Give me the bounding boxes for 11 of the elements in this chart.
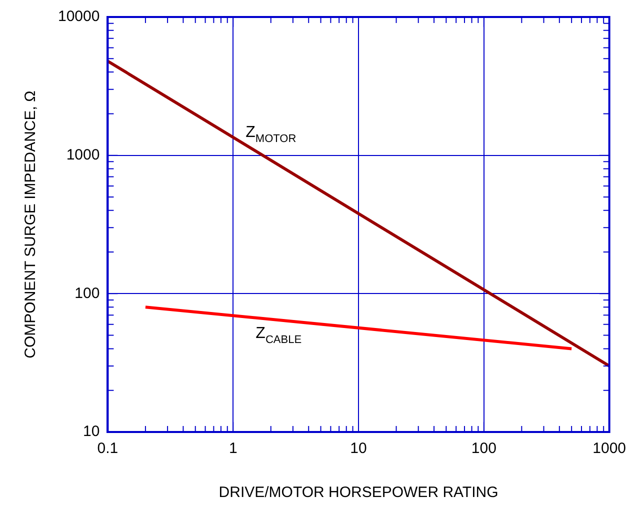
y-tick-label: 10 bbox=[83, 423, 100, 440]
x-tick-label: 10 bbox=[350, 440, 367, 458]
y-axis-title: COMPONENT SURGE IMPEDANCE, Ω bbox=[22, 90, 40, 358]
y-tick-label: 100 bbox=[74, 284, 100, 302]
x-tick-label: 100 bbox=[471, 440, 496, 458]
x-tick-label: 0.1 bbox=[97, 440, 118, 458]
y-tick-label: 10000 bbox=[58, 8, 100, 26]
x-tick-label: 1000 bbox=[592, 440, 626, 458]
x-tick-label: 1 bbox=[228, 440, 238, 458]
y-tick-label: 1000 bbox=[66, 146, 100, 164]
x-axis-title: DRIVE/MOTOR HORSEPOWER RATING bbox=[218, 484, 498, 502]
